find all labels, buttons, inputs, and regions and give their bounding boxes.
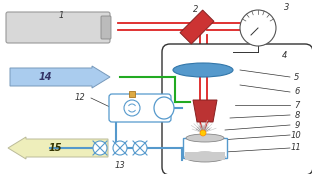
Circle shape xyxy=(133,141,147,155)
Polygon shape xyxy=(193,100,217,122)
Text: 7: 7 xyxy=(294,101,300,109)
Text: 14: 14 xyxy=(38,72,52,82)
Polygon shape xyxy=(180,10,214,44)
Text: 3: 3 xyxy=(284,3,290,13)
Circle shape xyxy=(113,141,127,155)
Text: 10: 10 xyxy=(290,130,301,140)
Text: 1: 1 xyxy=(58,10,64,19)
Text: 2: 2 xyxy=(193,6,199,14)
Text: 11: 11 xyxy=(290,144,301,152)
Text: 4: 4 xyxy=(282,50,288,60)
FancyBboxPatch shape xyxy=(109,94,171,122)
Bar xyxy=(185,152,225,160)
Ellipse shape xyxy=(173,63,233,77)
FancyArrow shape xyxy=(8,137,108,159)
FancyBboxPatch shape xyxy=(162,44,312,174)
Bar xyxy=(183,138,227,158)
FancyArrow shape xyxy=(10,66,110,88)
Text: 13: 13 xyxy=(115,160,125,169)
Text: 5: 5 xyxy=(294,73,300,81)
Circle shape xyxy=(124,100,140,116)
Text: 8: 8 xyxy=(294,110,300,120)
Ellipse shape xyxy=(154,97,174,119)
Circle shape xyxy=(240,10,276,46)
Bar xyxy=(129,91,135,97)
FancyBboxPatch shape xyxy=(101,16,111,39)
Circle shape xyxy=(93,141,107,155)
Ellipse shape xyxy=(186,134,224,142)
Text: 12: 12 xyxy=(75,93,85,102)
Ellipse shape xyxy=(185,152,225,162)
FancyBboxPatch shape xyxy=(6,12,110,43)
Text: 9: 9 xyxy=(294,121,300,129)
Circle shape xyxy=(200,130,206,136)
Text: 15: 15 xyxy=(48,143,62,153)
Text: 6: 6 xyxy=(294,88,300,97)
